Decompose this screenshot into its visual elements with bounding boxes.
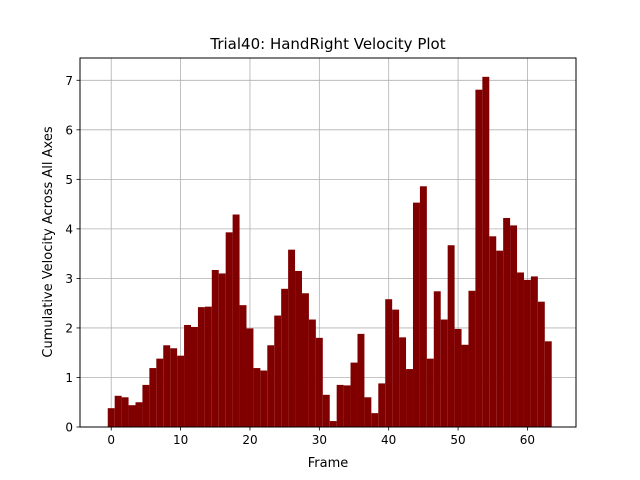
bar (315, 337, 323, 427)
bar (357, 333, 365, 427)
bar (530, 276, 538, 427)
x-tick-label: 40 (381, 433, 396, 447)
y-tick-label: 5 (65, 173, 73, 187)
bar (128, 405, 136, 427)
bar (371, 413, 379, 427)
bar (440, 319, 448, 427)
bar (274, 315, 282, 427)
bar (544, 341, 552, 427)
bar (503, 217, 511, 427)
bar (190, 326, 198, 427)
bar (364, 397, 372, 427)
bar (475, 89, 483, 427)
y-axis-label: Cumulative Velocity Across All Axes (41, 126, 56, 357)
bar (135, 402, 143, 427)
bar (156, 358, 164, 427)
x-tick-label: 20 (242, 433, 257, 447)
chart-title: Trial40: HandRight Velocity Plot (209, 35, 445, 53)
bar (107, 408, 115, 427)
bar (295, 270, 302, 427)
bar (308, 319, 316, 427)
bar (406, 369, 413, 427)
bar (177, 355, 185, 427)
bar (399, 337, 407, 427)
bar (246, 328, 254, 427)
bar (121, 397, 129, 427)
bar (225, 232, 233, 427)
bar (336, 384, 344, 427)
bar (419, 186, 427, 427)
x-tick-label: 60 (520, 433, 535, 447)
bar (385, 299, 393, 427)
bar (163, 345, 171, 427)
bar (267, 345, 275, 427)
bar (343, 385, 351, 427)
x-tick-label: 30 (312, 433, 327, 447)
y-axis-ticks: 0 1 2 3 4 5 6 7 (65, 74, 80, 435)
bar (468, 290, 476, 427)
plot-frame (79, 57, 577, 428)
bar (510, 225, 518, 427)
bar (523, 279, 531, 427)
x-tick-label: 10 (173, 433, 188, 447)
bar (149, 368, 157, 427)
bar (142, 384, 150, 427)
bar (211, 269, 219, 427)
bar (412, 202, 420, 427)
y-tick-label: 4 (65, 222, 73, 236)
x-axis-ticks: 0 10 20 30 40 50 60 (107, 427, 535, 447)
bar (114, 395, 122, 427)
bar (170, 348, 178, 427)
bar (447, 245, 455, 427)
x-axis-label: Frame (308, 456, 349, 471)
bar (239, 305, 247, 427)
bar (329, 421, 337, 427)
bar (184, 324, 191, 427)
bar (461, 344, 469, 427)
bar (253, 368, 261, 427)
bar (281, 288, 289, 427)
y-tick-label: 7 (65, 74, 73, 88)
bar (322, 394, 330, 427)
y-tick-label: 0 (65, 421, 73, 435)
bar (218, 273, 226, 427)
bar (288, 249, 296, 427)
bar (301, 293, 309, 427)
y-tick-label: 3 (65, 272, 73, 286)
y-tick-label: 1 (65, 371, 73, 385)
bar (197, 307, 205, 427)
y-tick-label: 6 (65, 123, 73, 137)
bar (378, 383, 386, 427)
bar-series (107, 76, 552, 428)
x-tick-label: 50 (450, 433, 465, 447)
bar (392, 309, 400, 427)
bar (537, 301, 545, 427)
x-tick-label: 0 (107, 433, 115, 447)
bar (517, 272, 524, 427)
bar (482, 76, 490, 428)
bar (489, 236, 497, 427)
y-tick-label: 2 (65, 321, 73, 335)
bar (260, 370, 268, 427)
bar (426, 358, 434, 427)
bar (232, 214, 240, 427)
bar (454, 328, 462, 427)
bar (496, 250, 504, 427)
bar (204, 306, 212, 427)
bar (433, 291, 441, 427)
bar (350, 362, 358, 427)
